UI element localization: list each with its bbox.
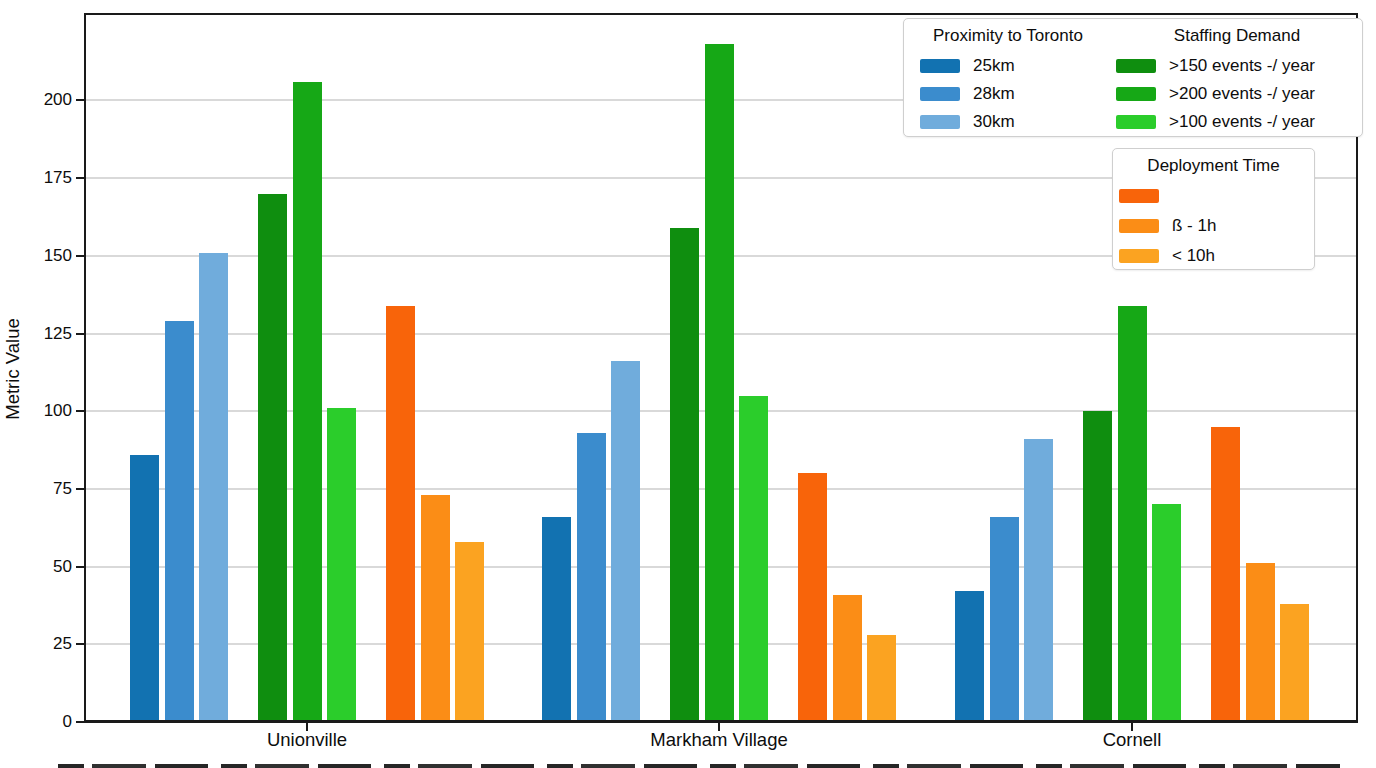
bar <box>577 433 606 722</box>
bar <box>542 517 571 722</box>
legend-column-staffing: >150 events -/ year >200 events -/ year >1… <box>1116 52 1315 136</box>
y-tick-label: 50 <box>18 557 72 577</box>
y-tick-label: 125 <box>18 324 72 344</box>
legend-swatch <box>920 115 960 129</box>
bar <box>1280 604 1309 722</box>
y-tick-label: 175 <box>18 168 72 188</box>
legend-item-label: >200 events -/ year <box>1169 84 1315 104</box>
y-tick-label: 200 <box>18 90 72 110</box>
bar <box>386 306 415 722</box>
bar <box>611 361 640 722</box>
bar <box>421 495 450 722</box>
x-category-label: Unionville <box>267 729 347 751</box>
y-tick-label: 0 <box>18 712 72 732</box>
legend-swatch <box>1116 59 1156 73</box>
legend-row: ß - 1h <box>1119 211 1216 241</box>
bar <box>833 595 862 722</box>
bar <box>1083 411 1112 722</box>
bar <box>1152 504 1181 722</box>
legend-swatch <box>1119 189 1159 203</box>
legend-row: >200 events -/ year <box>1116 80 1315 108</box>
x-category-label: Markham Village <box>650 729 787 751</box>
bar <box>739 396 768 722</box>
y-tick-mark <box>76 177 84 179</box>
bar <box>705 44 734 722</box>
bar <box>1246 563 1275 722</box>
legend-column-deployment: ß - 1h < 10h <box>1119 181 1216 271</box>
y-tick-label: 75 <box>18 479 72 499</box>
bar <box>1118 306 1147 722</box>
legend-item-label: >100 events -/ year <box>1169 112 1315 132</box>
bar <box>1024 439 1053 722</box>
x-category-label: Cornell <box>1103 729 1162 751</box>
legend-row: 25km <box>920 52 1015 80</box>
y-tick-label: 150 <box>18 246 72 266</box>
legend-row: >150 events -/ year <box>1116 52 1315 80</box>
legend-row: < 10h <box>1119 241 1216 271</box>
y-tick-mark <box>76 255 84 257</box>
truncated-caption-fragment <box>58 764 1340 768</box>
legend-swatch <box>1119 219 1159 233</box>
y-tick-mark <box>76 488 84 490</box>
bar <box>199 253 228 722</box>
legend-item-label: ß - 1h <box>1172 216 1216 236</box>
legend-item-label: 30km <box>973 112 1015 132</box>
y-tick-mark <box>76 410 84 412</box>
legend-swatch <box>1119 249 1159 263</box>
legend-proximity-staffing: Proximity to Toronto Staffing Demand 25k… <box>903 18 1363 137</box>
legend-item-label: 25km <box>973 56 1015 76</box>
legend-row: 28km <box>920 80 1015 108</box>
y-tick-label: 25 <box>18 634 72 654</box>
legend-row: 30km <box>920 108 1015 136</box>
y-axis-line <box>84 13 86 722</box>
legend-title-staffing: Staffing Demand <box>1112 26 1362 46</box>
legend-item-label: 28km <box>973 84 1015 104</box>
legend-item-label: < 10h <box>1172 246 1215 266</box>
legend-row <box>1119 181 1216 211</box>
y-tick-mark <box>76 99 84 101</box>
grouped-bar-chart: Metric Value 0255075100125150175200Union… <box>0 0 1376 768</box>
legend-row: >100 events -/ year <box>1116 108 1315 136</box>
y-tick-mark <box>76 333 84 335</box>
legend-title-proximity: Proximity to Toronto <box>904 26 1112 46</box>
y-tick-mark <box>76 566 84 568</box>
bar <box>165 321 194 722</box>
plot-border-top <box>84 13 1358 15</box>
bar <box>130 455 159 722</box>
legend-deployment-time: Deployment Time ß - 1h < 10h <box>1112 148 1315 270</box>
legend-title-deployment: Deployment Time <box>1113 156 1314 176</box>
legend-swatch <box>920 59 960 73</box>
bar <box>1211 427 1240 722</box>
y-tick-mark <box>76 643 84 645</box>
legend-swatch <box>1116 115 1156 129</box>
bar <box>955 591 984 722</box>
bar <box>293 82 322 722</box>
legend-item-label: >150 events -/ year <box>1169 56 1315 76</box>
y-tick-mark <box>76 721 84 723</box>
bar <box>670 228 699 722</box>
y-tick-label: 100 <box>18 401 72 421</box>
legend-swatch <box>920 87 960 101</box>
bar <box>455 542 484 722</box>
bar <box>327 408 356 722</box>
x-axis-line <box>84 720 1358 723</box>
bar <box>258 194 287 722</box>
legend-column-proximity: 25km 28km 30km <box>920 52 1015 136</box>
bar <box>798 473 827 722</box>
legend-swatch <box>1116 87 1156 101</box>
bar <box>990 517 1019 722</box>
bar <box>867 635 896 722</box>
